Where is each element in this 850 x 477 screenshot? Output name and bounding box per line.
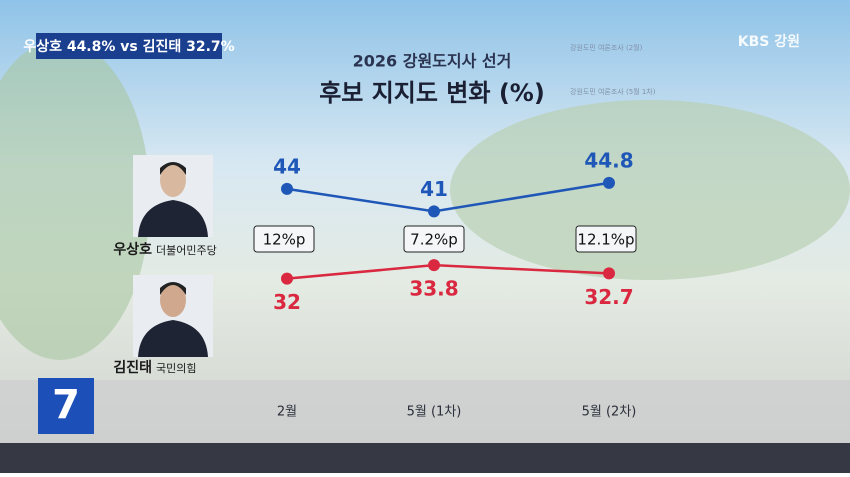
data-point (281, 182, 293, 195)
survey-note: 강원도민 여론조사 (2월) (570, 43, 643, 52)
x-tick-label: 5월 (1차) (407, 405, 462, 420)
data-point (281, 272, 293, 285)
gap-label: 12.1%p (577, 231, 634, 249)
candidate-photo (133, 275, 213, 357)
legend-name: 김진태 (113, 359, 152, 376)
background-hill (450, 100, 850, 280)
headline: 우상호 44.8% vs 김진태 32.7% (23, 38, 234, 55)
gap-label: 7.2%p (410, 231, 458, 249)
data-label: 32.7 (584, 285, 633, 309)
data-label: 41 (420, 177, 448, 201)
chart-title: 2026 강원도지사 선거 (353, 52, 512, 71)
gap-box (575, 225, 637, 253)
data-label: 33.8 (409, 277, 458, 301)
data-point (603, 267, 615, 280)
channel-number: 7 (52, 382, 80, 428)
channel-box (38, 378, 94, 434)
data-label: 32 (273, 290, 301, 314)
gap-box (403, 225, 465, 253)
data-label: 44.8 (584, 148, 633, 172)
data-point (428, 205, 440, 218)
gap-label: 12%p (263, 231, 306, 249)
legend-party: 더불어민주당 (156, 244, 217, 257)
bottom-bar (0, 443, 850, 473)
survey-note: 강원도민 여론조사 (5월 1차) (570, 87, 656, 96)
data-point (603, 176, 615, 189)
data-label: 44 (273, 154, 301, 178)
chart-subtitle: 후보 지지도 변화 (%) (319, 79, 545, 107)
gap-box (253, 225, 315, 253)
data-point (428, 259, 440, 272)
broadcaster: KBS 강원 (738, 33, 800, 50)
legend-name: 우상호 (113, 242, 152, 258)
x-tick-label: 2월 (277, 405, 297, 420)
candidate-photo (133, 155, 213, 237)
background-tree (0, 40, 150, 360)
legend-party: 국민의힘 (156, 362, 196, 375)
headline-box (36, 33, 222, 59)
x-tick-label: 5월 (2차) (582, 405, 637, 420)
